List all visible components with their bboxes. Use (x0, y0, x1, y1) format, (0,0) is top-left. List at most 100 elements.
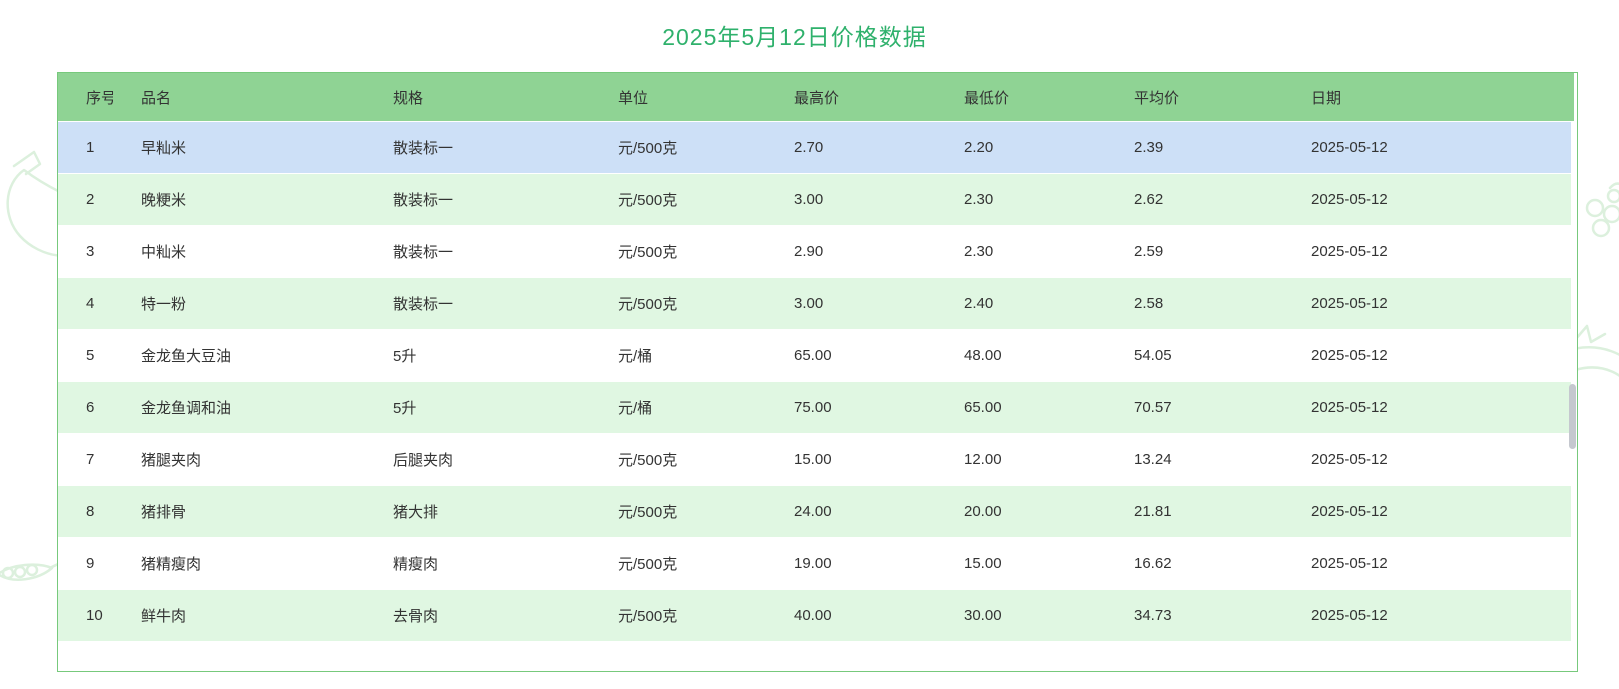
table-cell: 元/桶 (590, 381, 766, 434)
column-header: 日期 (1283, 73, 1574, 122)
table-cell: 48.00 (936, 329, 1106, 382)
page-title: 2025年5月12日价格数据 (662, 24, 927, 50)
table-cell: 猪排骨 (113, 485, 365, 538)
table-cell: 4 (58, 277, 113, 330)
table-cell: 7 (58, 433, 113, 486)
table-header-row: 序号品名规格单位最高价最低价平均价日期 (58, 73, 1574, 122)
table-row[interactable]: 10 鲜牛肉 去骨肉 元/500克 40.00 30.00 34.73 2025-05-12 (58, 589, 1574, 641)
table-cell: 12.00 (936, 433, 1106, 486)
table-cell: 金龙鱼大豆油 (113, 329, 365, 382)
table-cell: 2025-05-12 (1283, 329, 1574, 382)
table-cell: 19.00 (766, 537, 936, 590)
column-header: 平均价 (1106, 73, 1283, 122)
column-header: 单位 (590, 73, 766, 122)
table-cell: 2025-05-12 (1283, 485, 1574, 538)
table-cell: 40.00 (766, 589, 936, 641)
table-cell: 5 (58, 329, 113, 382)
table-cell: 鲜牛肉 (113, 589, 365, 641)
grapes-sketch-icon (1585, 182, 1619, 238)
table-cell: 3.00 (766, 277, 936, 330)
table-row[interactable]: 6 金龙鱼调和油 5升 元/桶 75.00 65.00 70.57 2025-05-12 (58, 381, 1574, 434)
table-cell: 13.24 (1106, 433, 1283, 486)
table-cell: 34.73 (1106, 589, 1283, 641)
table-cell: 5升 (365, 329, 590, 382)
table-cell: 2.20 (936, 121, 1106, 174)
column-header: 品名 (113, 73, 365, 122)
table-row[interactable]: 3 中籼米 散装标一 元/500克 2.90 2.30 2.59 2025-05-12 (58, 225, 1574, 278)
table-cell: 5升 (365, 381, 590, 434)
table-cell: 24.00 (766, 485, 936, 538)
table-cell: 9 (58, 537, 113, 590)
table-cell: 65.00 (766, 329, 936, 382)
table-cell: 散装标一 (365, 225, 590, 278)
scrollbar-thumb[interactable] (1569, 384, 1576, 449)
table-row[interactable]: 5 金龙鱼大豆油 5升 元/桶 65.00 48.00 54.05 2025-05-12 (58, 329, 1574, 382)
table-row[interactable]: 4 特一粉 散装标一 元/500克 3.00 2.40 2.58 2025-05-12 (58, 277, 1574, 330)
table-cell: 2.90 (766, 225, 936, 278)
table-row[interactable]: 7 猪腿夹肉 后腿夹肉 元/500克 15.00 12.00 13.24 2025-05-12 (58, 433, 1574, 486)
column-header: 序号 (58, 73, 113, 122)
table-cell: 2.59 (1106, 225, 1283, 278)
price-table: 序号品名规格单位最高价最低价平均价日期 1早籼米散装标一元/500克2.702.… (58, 73, 1577, 641)
table-row[interactable]: 2 晚粳米 散装标一 元/500克 3.00 2.30 2.62 2025-05-12 (58, 173, 1574, 226)
table-cell: 中籼米 (113, 225, 365, 278)
table-cell: 2025-05-12 (1283, 225, 1574, 278)
table-cell: 2 (58, 173, 113, 226)
table-cell: 元/500克 (590, 589, 766, 641)
table-cell: 2025-05-12 (1283, 121, 1574, 174)
table-row[interactable]: 8 猪排骨 猪大排 元/500克 24.00 20.00 21.81 2025-05-12 (58, 485, 1574, 538)
table-cell: 8 (58, 485, 113, 538)
table-cell: 后腿夹肉 (365, 433, 590, 486)
table-cell: 猪腿夹肉 (113, 433, 365, 486)
table-cell: 16.62 (1106, 537, 1283, 590)
table-cell: 2.40 (936, 277, 1106, 330)
price-table-container: 序号品名规格单位最高价最低价平均价日期 1早籼米散装标一元/500克2.702.… (57, 72, 1578, 672)
table-cell: 去骨肉 (365, 589, 590, 641)
table-header: 序号品名规格单位最高价最低价平均价日期 (58, 73, 1574, 122)
table-cell: 元/桶 (590, 329, 766, 382)
table-cell: 元/500克 (590, 485, 766, 538)
table-cell: 15.00 (766, 433, 936, 486)
table-cell: 散装标一 (365, 121, 590, 174)
table-cell: 2025-05-12 (1283, 433, 1574, 486)
table-cell: 元/500克 (590, 121, 766, 174)
table-cell: 2.62 (1106, 173, 1283, 226)
table-cell: 元/500克 (590, 173, 766, 226)
table-body: 1 早籼米 散装标一 元/500克 2.70 2.20 2.39 2025-05-12 2 晚粳米… (58, 121, 1574, 641)
column-header: 规格 (365, 73, 590, 122)
table-cell: 散装标一 (365, 173, 590, 226)
table-cell: 2.30 (936, 173, 1106, 226)
table-cell: 元/500克 (590, 277, 766, 330)
table-cell: 早籼米 (113, 121, 365, 174)
table-cell: 2.30 (936, 225, 1106, 278)
table-row[interactable]: 1 早籼米 散装标一 元/500克 2.70 2.20 2.39 2025-05-12 (58, 121, 1574, 174)
table-cell: 元/500克 (590, 537, 766, 590)
table-cell: 精瘦肉 (365, 537, 590, 590)
table-cell: 2025-05-12 (1283, 381, 1574, 434)
table-cell: 3 (58, 225, 113, 278)
table-cell: 1 (58, 121, 113, 174)
table-cell: 散装标一 (365, 277, 590, 330)
table-cell: 猪大排 (365, 485, 590, 538)
table-cell: 猪精瘦肉 (113, 537, 365, 590)
table-cell: 2025-05-12 (1283, 589, 1574, 641)
table-cell: 15.00 (936, 537, 1106, 590)
table-cell: 元/500克 (590, 433, 766, 486)
vertical-scrollbar[interactable] (1568, 73, 1577, 671)
table-cell: 20.00 (936, 485, 1106, 538)
column-header: 最低价 (936, 73, 1106, 122)
table-cell: 2.39 (1106, 121, 1283, 174)
column-header: 最高价 (766, 73, 936, 122)
table-cell: 2025-05-12 (1283, 173, 1574, 226)
table-cell: 2.58 (1106, 277, 1283, 330)
table-cell: 特一粉 (113, 277, 365, 330)
table-cell: 30.00 (936, 589, 1106, 641)
table-cell: 2025-05-12 (1283, 277, 1574, 330)
table-cell: 6 (58, 381, 113, 434)
table-cell: 65.00 (936, 381, 1106, 434)
table-cell: 晚粳米 (113, 173, 365, 226)
table-cell: 54.05 (1106, 329, 1283, 382)
table-row[interactable]: 9 猪精瘦肉 精瘦肉 元/500克 19.00 15.00 16.62 2025-05-12 (58, 537, 1574, 590)
table-cell: 元/500克 (590, 225, 766, 278)
